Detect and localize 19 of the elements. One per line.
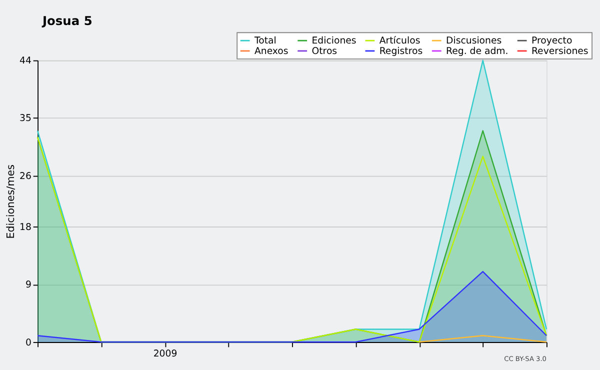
legend-label: Proyecto [531,35,572,46]
legend-label: Otros [312,46,338,57]
legend-label: Total [253,35,276,46]
legend-label: Anexos [254,46,288,57]
legend-label: Reg. de adm. [446,46,508,57]
chart-title: Josua 5 [42,14,92,28]
y-tick-label: 26 [20,170,32,182]
y-tick-label: 18 [20,222,32,234]
legend-label: Ediciones [312,35,356,46]
legend-label: Registros [379,46,423,57]
y-axis-title: Ediciones/mes [4,164,17,239]
y-tick-label: 44 [20,56,32,67]
legend-label: Reversiones [531,46,588,57]
legend-label: Discusiones [446,35,502,46]
y-tick-label: 9 [25,280,32,291]
y-tick-label: 0 [25,337,32,348]
y-tick-label: 35 [20,113,32,124]
x-tick-label: 2009 [153,348,178,360]
legend-label: Artículos [379,35,420,46]
